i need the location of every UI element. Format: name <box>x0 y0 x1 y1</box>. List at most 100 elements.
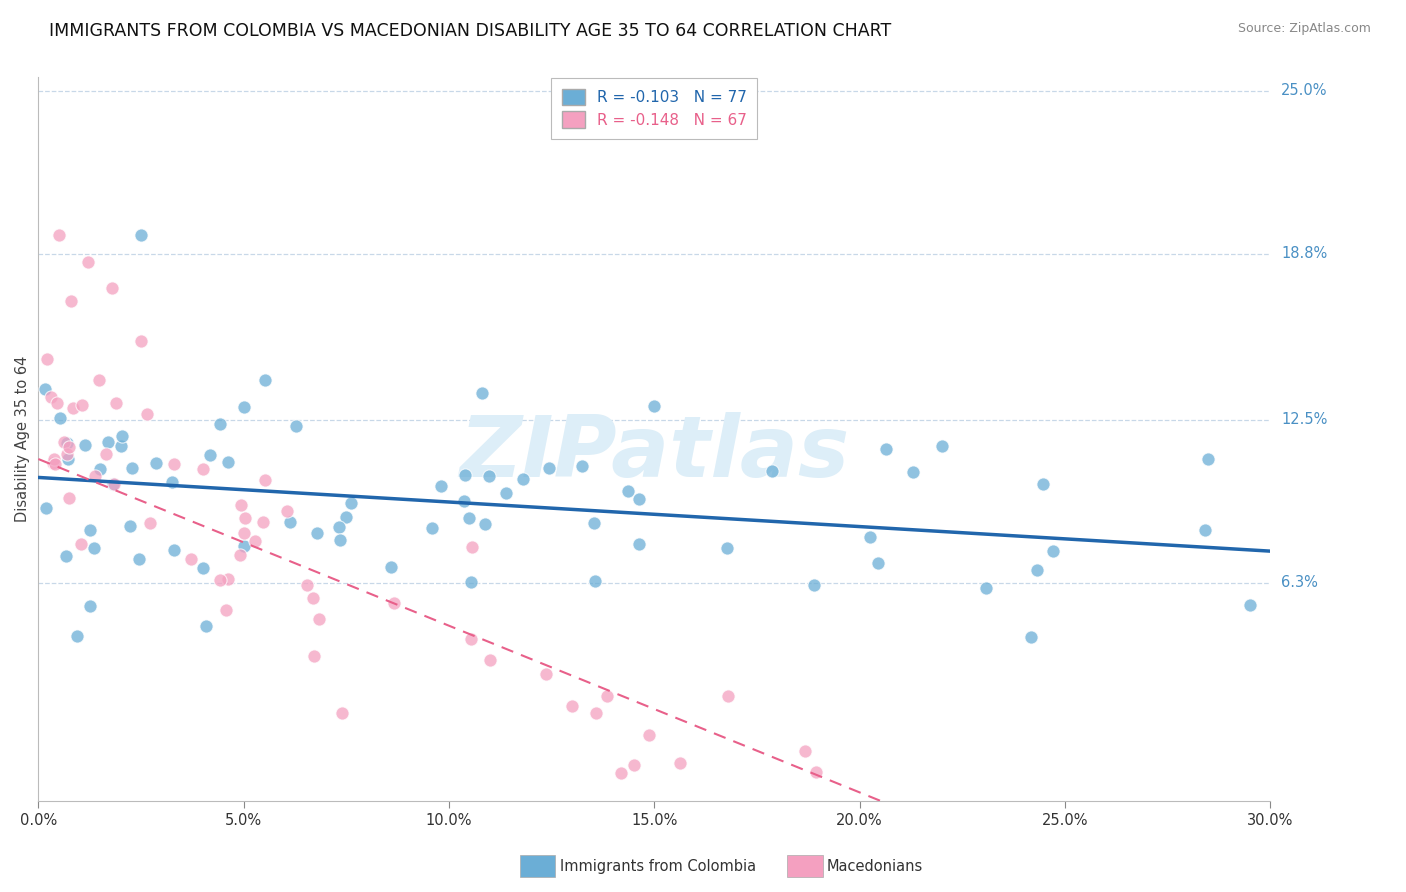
Point <box>180 551 202 566</box>
Point <box>101 477 124 491</box>
Point <box>931 439 953 453</box>
Point <box>340 496 363 510</box>
Point <box>1032 476 1054 491</box>
Point <box>243 533 266 548</box>
Text: ZIPatlas: ZIPatlas <box>460 412 849 495</box>
Point <box>41 390 63 404</box>
Point <box>55 435 77 450</box>
Point <box>42 456 65 470</box>
Y-axis label: Disability Age 35 to 64: Disability Age 35 to 64 <box>15 356 30 523</box>
Point <box>145 455 167 469</box>
Point <box>858 530 880 544</box>
Point <box>538 460 561 475</box>
Point <box>495 485 517 500</box>
Point <box>329 533 352 548</box>
Point <box>229 498 252 512</box>
Point <box>60 294 83 309</box>
Point <box>110 439 132 453</box>
Point <box>284 419 307 434</box>
Point <box>252 516 274 530</box>
Point <box>582 516 605 530</box>
Point <box>804 765 827 780</box>
Point <box>1197 451 1219 466</box>
Point <box>536 667 558 681</box>
Point <box>79 599 101 613</box>
Point <box>66 629 89 643</box>
Point <box>301 591 323 605</box>
Point <box>571 458 593 473</box>
Point <box>191 560 214 574</box>
Point <box>228 548 250 562</box>
Point <box>56 451 79 466</box>
Point <box>583 574 606 588</box>
Point <box>1042 544 1064 558</box>
Point <box>233 525 256 540</box>
Point <box>638 728 661 742</box>
Point <box>380 559 402 574</box>
Point <box>232 400 254 414</box>
Point <box>129 334 152 348</box>
Point <box>49 411 72 425</box>
Point <box>73 438 96 452</box>
Point <box>233 540 256 554</box>
Text: IMMIGRANTS FROM COLOMBIA VS MACEDONIAN DISABILITY AGE 35 TO 64 CORRELATION CHART: IMMIGRANTS FROM COLOMBIA VS MACEDONIAN D… <box>49 22 891 40</box>
Point <box>97 435 120 450</box>
Point <box>128 551 150 566</box>
Point <box>717 689 740 703</box>
Point <box>585 706 607 720</box>
Point <box>121 461 143 475</box>
Point <box>70 537 93 551</box>
Point <box>866 556 889 570</box>
Point <box>794 744 817 758</box>
Legend: R = -0.103   N = 77, R = -0.148   N = 67: R = -0.103 N = 77, R = -0.148 N = 67 <box>551 78 758 138</box>
Point <box>596 689 619 703</box>
Point <box>453 493 475 508</box>
Point <box>62 401 84 415</box>
Point <box>302 648 325 663</box>
Point <box>118 518 141 533</box>
Point <box>162 542 184 557</box>
Point <box>512 471 534 485</box>
Point <box>1194 523 1216 537</box>
Point <box>103 476 125 491</box>
Text: 6.3%: 6.3% <box>1281 575 1317 591</box>
Point <box>89 462 111 476</box>
Point <box>37 352 59 367</box>
Point <box>101 281 124 295</box>
Point <box>478 469 501 483</box>
Point <box>79 523 101 537</box>
Point <box>1024 813 1046 827</box>
Point <box>1019 630 1042 644</box>
Point <box>278 515 301 529</box>
Point <box>198 448 221 462</box>
Point <box>643 400 665 414</box>
Point <box>253 373 276 387</box>
Point <box>875 442 897 457</box>
Point <box>46 396 69 410</box>
Point <box>35 500 58 515</box>
Point <box>974 581 997 595</box>
Point <box>111 429 134 443</box>
Text: 12.5%: 12.5% <box>1281 412 1327 427</box>
Point <box>1026 563 1049 577</box>
Point <box>209 417 232 431</box>
Point <box>461 540 484 554</box>
Point <box>460 632 482 646</box>
Point <box>1239 598 1261 612</box>
Point <box>308 612 330 626</box>
Text: 25.0%: 25.0% <box>1281 83 1327 98</box>
Point <box>217 455 239 469</box>
Point <box>44 451 66 466</box>
Point <box>335 510 357 524</box>
Point <box>454 467 477 482</box>
Point <box>458 511 481 525</box>
Point <box>87 373 110 387</box>
Point <box>129 228 152 243</box>
Point <box>430 478 453 492</box>
Point <box>253 474 276 488</box>
Point <box>803 578 825 592</box>
Point <box>561 698 583 713</box>
Point <box>471 386 494 401</box>
Text: 18.8%: 18.8% <box>1281 246 1327 261</box>
Text: Source: ZipAtlas.com: Source: ZipAtlas.com <box>1237 22 1371 36</box>
